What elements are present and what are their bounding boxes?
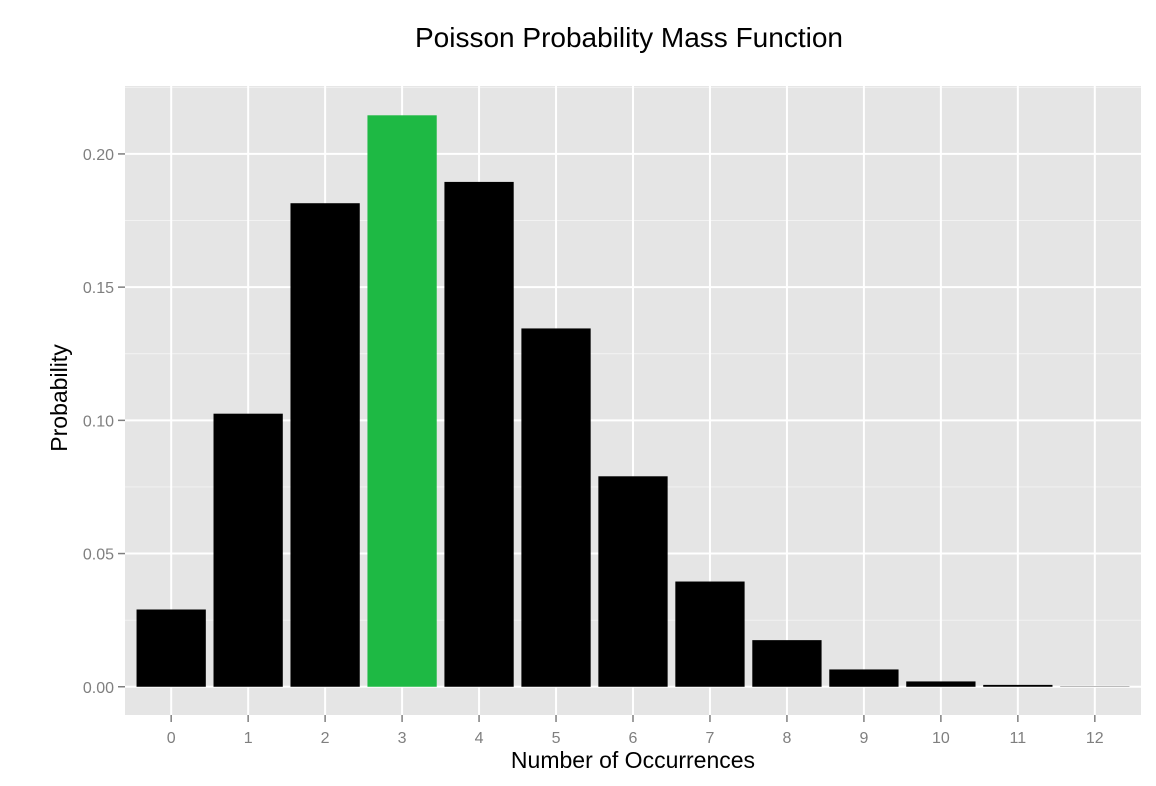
bars — [136, 115, 1130, 687]
bar-highlighted — [367, 115, 437, 687]
y-axis-title: Probability — [46, 344, 72, 452]
y-tick-label: 0.05 — [83, 547, 114, 564]
x-tick-label: 3 — [398, 730, 407, 747]
bar — [983, 684, 1053, 687]
x-tick-label: 7 — [706, 730, 715, 747]
x-tick-label: 5 — [552, 730, 561, 747]
y-tick-label: 0.10 — [83, 413, 114, 430]
y-tick-label: 0.15 — [83, 280, 114, 297]
x-tick-label: 6 — [629, 730, 638, 747]
chart-title: Poisson Probability Mass Function — [415, 22, 843, 53]
bar — [521, 328, 591, 687]
bar — [136, 609, 206, 687]
bar — [906, 681, 976, 687]
x-tick-label: 2 — [321, 730, 330, 747]
bar — [675, 581, 745, 687]
y-tick-label: 0.00 — [83, 680, 114, 697]
bar — [598, 476, 668, 687]
bar — [829, 669, 899, 687]
bar — [290, 203, 360, 687]
bar — [752, 640, 822, 687]
y-tick-label: 0.20 — [83, 147, 114, 164]
x-tick-label: 10 — [932, 730, 950, 747]
y-axis-ticks: 0.00 0.05 0.10 0.15 0.20 — [83, 147, 125, 697]
x-tick-label: 12 — [1086, 730, 1104, 747]
x-tick-label: 8 — [782, 730, 791, 747]
bar — [213, 413, 283, 687]
x-axis-title: Number of Occurrences — [511, 747, 755, 773]
x-tick-label: 1 — [244, 730, 253, 747]
x-tick-label: 0 — [167, 730, 176, 747]
x-tick-label: 9 — [859, 730, 868, 747]
x-tick-label: 11 — [1010, 730, 1027, 747]
x-tick-label: 4 — [475, 730, 484, 747]
bar — [444, 181, 514, 687]
x-axis-ticks: 0 1 2 3 4 5 6 7 8 9 10 11 12 — [167, 715, 1104, 747]
